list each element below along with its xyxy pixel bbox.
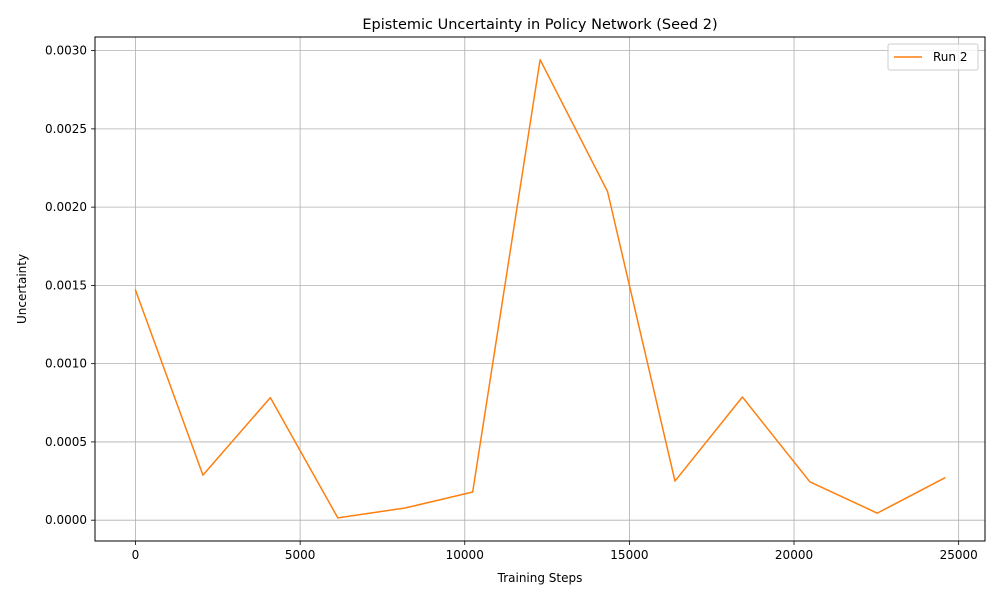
- y-tick-label: 0.0005: [45, 435, 87, 449]
- y-tick-label: 0.0020: [45, 200, 87, 214]
- y-axis-title: Uncertainty: [15, 254, 29, 324]
- y-tick-label: 0.0000: [45, 513, 87, 527]
- chart-title: Epistemic Uncertainty in Policy Network …: [362, 17, 717, 33]
- legend: Run 2: [887, 43, 979, 71]
- x-tick-label: 10000: [446, 548, 484, 562]
- x-tick-label: 0: [132, 548, 140, 562]
- y-tick-label: 0.0030: [45, 44, 87, 58]
- x-tick-label: 20000: [775, 548, 813, 562]
- grid: [95, 37, 985, 541]
- legend-box: [887, 43, 979, 71]
- y-tick-label: 0.0010: [45, 357, 87, 371]
- y-tick-label: 0.0015: [45, 278, 87, 292]
- axes-frame: [94, 36, 986, 542]
- legend-label-run-2: Run 2: [933, 50, 967, 64]
- x-tick-label: 5000: [285, 548, 316, 562]
- x-axis-title: Training Steps: [497, 571, 583, 585]
- series-line-run-2: [134, 58, 946, 519]
- x-tick-label: 15000: [610, 548, 648, 562]
- x-tick-label: 25000: [940, 548, 978, 562]
- series-layer: [134, 58, 946, 519]
- ticks: 0 5000 10000 15000 20000 25000 0.0000 0.0005 0.0…: [45, 44, 978, 562]
- y-tick-label: 0.0025: [45, 122, 87, 136]
